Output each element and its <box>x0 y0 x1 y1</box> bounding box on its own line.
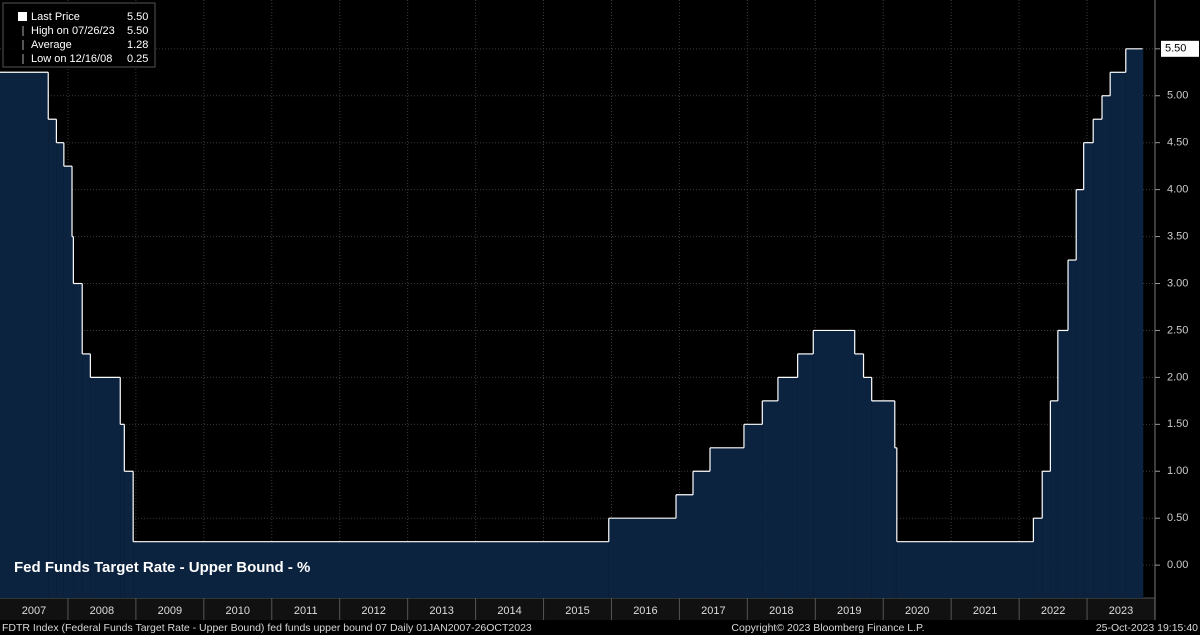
stats-name: High on 07/26/23 <box>31 25 115 37</box>
y-tick-label: 3.00 <box>1167 277 1188 289</box>
x-tick-label: 2012 <box>361 605 385 617</box>
area-segment <box>1110 72 1126 599</box>
x-tick-label: 2015 <box>565 605 589 617</box>
x-tick-label: 2019 <box>837 605 861 617</box>
area-segment <box>863 377 872 598</box>
area-segment <box>1033 518 1043 598</box>
chart-title: Fed Funds Target Rate - Upper Bound - % <box>14 559 310 576</box>
stats-name: Last Price <box>31 11 80 23</box>
footer-center: Copyright© 2023 Bloomberg Finance L.P. <box>731 622 924 634</box>
y-tick-label: 2.50 <box>1167 324 1188 336</box>
stats-icon <box>18 12 27 21</box>
area-segment <box>1102 95 1111 599</box>
area-segment <box>743 424 763 598</box>
area-segment <box>797 353 814 598</box>
area-segment <box>1050 400 1058 598</box>
x-tick-label: 2021 <box>973 605 997 617</box>
area-segment <box>676 494 693 598</box>
area-segment <box>73 283 83 598</box>
y-tick-label: 4.00 <box>1167 184 1188 196</box>
x-tick-label: 2022 <box>1041 605 1065 617</box>
x-tick-label: 2017 <box>701 605 725 617</box>
area-segment <box>762 400 778 598</box>
footer-right: 25-Oct-2023 19:15:40 <box>1096 622 1198 634</box>
area-segment <box>894 447 897 598</box>
x-tick-label: 2023 <box>1109 605 1133 617</box>
stats-value: 0.25 <box>127 53 148 65</box>
area-segment <box>896 541 1034 598</box>
x-axis-band <box>0 598 1155 620</box>
stats-name: Low on 12/16/08 <box>31 53 112 65</box>
area-segment <box>124 471 134 598</box>
area-segment <box>63 166 73 598</box>
x-tick-label: 2011 <box>294 605 318 617</box>
area-segment <box>0 72 49 599</box>
stats-box <box>2 2 156 68</box>
y-tick-label: 0.50 <box>1167 512 1188 524</box>
area-segment <box>48 119 57 598</box>
last-price-label: 5.50 <box>1165 43 1186 55</box>
y-tick-label: 3.50 <box>1167 230 1188 242</box>
x-tick-label: 2008 <box>90 605 114 617</box>
area-segment <box>1068 260 1077 598</box>
area-segment <box>90 377 121 598</box>
y-tick-label: 0.00 <box>1167 559 1188 571</box>
y-tick-label: 4.50 <box>1167 137 1188 149</box>
stats-value: 5.50 <box>127 25 148 37</box>
area-segment <box>72 236 74 599</box>
area-segment <box>120 424 125 598</box>
x-tick-label: 2016 <box>633 605 657 617</box>
area-segment <box>693 471 710 598</box>
area-segment <box>1042 471 1051 598</box>
x-tick-label: 2013 <box>429 605 453 617</box>
plot-area: 0.00 0.50 1.00 1.50 2.00 2.50 3.00 3.50 4.00 4.50… <box>0 0 1188 620</box>
last-price-tag <box>1161 40 1199 57</box>
x-tick-label: 2007 <box>22 605 46 617</box>
stats-name: Average <box>31 39 72 51</box>
area-segment <box>56 142 64 598</box>
y-tick-label: 2.00 <box>1167 371 1188 383</box>
area-segment <box>813 330 855 598</box>
y-tick-label: 1.00 <box>1167 465 1188 477</box>
area-segment <box>871 400 895 598</box>
x-tick-label: 2020 <box>905 605 929 617</box>
x-tick-label: 2018 <box>769 605 793 617</box>
stats-legend: Last Price 5.50 High on 07/26/23 5.50 Averag… <box>18 11 148 65</box>
area-segment <box>777 377 798 598</box>
y-tick-label: 1.50 <box>1167 418 1188 430</box>
area-segment <box>1076 189 1084 598</box>
y-tick-label: 5.00 <box>1167 90 1188 102</box>
x-tick-label: 2014 <box>497 605 521 617</box>
x-tick-label: 2010 <box>226 605 250 617</box>
area-segment <box>1083 142 1094 598</box>
stats-value: 1.28 <box>127 39 148 51</box>
area-segment <box>608 518 677 598</box>
area-segment <box>709 447 744 598</box>
area-segment <box>854 353 864 598</box>
x-tick-label: 2009 <box>158 605 182 617</box>
area-segment <box>82 353 91 598</box>
footer-left: FDTR Index (Federal Funds Target Rate - … <box>2 622 532 634</box>
area-segment <box>1093 119 1103 598</box>
area-segment <box>1125 48 1143 598</box>
area-segment <box>1057 330 1069 598</box>
area-segment <box>133 541 609 598</box>
stats-value: 5.50 <box>127 11 148 23</box>
